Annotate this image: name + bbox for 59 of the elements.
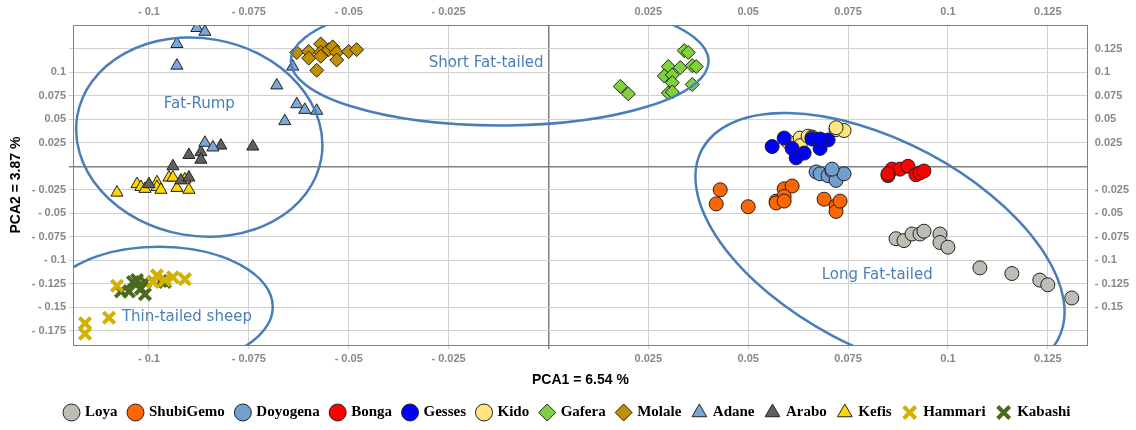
y2-tick-label: - 0.025 [1094,182,1129,195]
x2-tick-label: - 0.025 [431,4,466,17]
y-tick-label: - 0.075 [31,229,67,242]
x-tick-label: 0.025 [634,351,663,364]
y-tick-label: - 0.125 [31,276,67,289]
legend-label: Kefis [858,403,892,420]
x2-tick-label: - 0.075 [231,4,266,17]
x2-tick-label: 0.075 [834,4,862,17]
x2-tick-label: - 0.1 [137,4,160,17]
legend-label: Bonga [351,403,393,420]
y2-tick-label: - 0.15 [1094,300,1123,313]
y-tick-label: 0.1 [50,65,67,78]
x-tick-label: - 0.025 [431,351,466,364]
y-tick-label: - 0.1 [44,253,67,266]
legend-label: Gesses [423,403,467,420]
y2-tick-label: 0.125 [1094,41,1123,54]
y-tick-label: 0.075 [38,88,67,101]
legend-label: Kabashi [1017,403,1071,420]
y-tick-label: - 0.175 [31,323,67,336]
legend-label: Molale [637,403,682,420]
annotation: Fat-Rump [163,94,235,113]
x2-tick-label: 0.05 [737,4,759,17]
x2-tick-label: - 0.05 [334,4,363,17]
x-axis-title: PCA1 = 6.54 % [531,371,630,388]
legend-label: Kido [497,403,530,420]
y-tick-label: - 0.025 [31,182,67,195]
legend-label: Hammari [923,403,986,420]
legend-label: Doyogena [256,403,321,420]
x2-tick-label: 0.025 [634,4,663,17]
legend-label: Adane [712,403,755,420]
legend-label: Loya [84,403,118,420]
legend-label: Gafera [560,403,607,420]
y2-tick-label: - 0.075 [1094,229,1129,242]
y2-tick-label: - 0.05 [1094,206,1123,219]
x-tick-label: - 0.05 [334,351,363,364]
y2-tick-label: 0.025 [1094,135,1123,148]
y-tick-label: - 0.05 [37,206,67,219]
x-tick-label: - 0.075 [231,351,266,364]
y2-tick-label: - 0.125 [1094,276,1129,289]
x2-tick-label: 0.125 [1034,4,1062,17]
annotation: Short Fat-tailed [428,53,544,72]
legend-label: Arabo [786,403,827,420]
y-tick-label: 0.025 [38,135,67,148]
x-tick-label: 0.075 [834,351,862,364]
y2-tick-label: 0.1 [1094,65,1111,78]
annotation: Thin-tailed sheep [120,306,252,325]
x-tick-label: - 0.1 [137,351,160,364]
x-tick-label: 0.1 [940,351,956,364]
legend-label: ShubiGemo [149,403,225,420]
y2-tick-label: 0.05 [1094,112,1117,125]
y2-tick-label: 0.075 [1094,88,1123,101]
y2-tick-label: - 0.1 [1094,253,1117,266]
annotation: Long Fat-tailed [821,265,933,284]
x-tick-label: 0.05 [737,351,759,364]
y-tick-label: 0.05 [44,112,67,125]
y-tick-label: - 0.15 [37,300,67,313]
x-tick-label: 0.125 [1034,351,1062,364]
y-axis-title: PCA2 = 3.87 % [7,136,24,234]
x2-tick-label: 0.1 [940,4,956,17]
